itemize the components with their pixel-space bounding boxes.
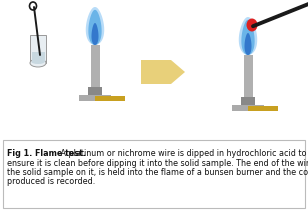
Bar: [79, 95, 111, 101]
Text: produced is recorded.: produced is recorded.: [7, 177, 95, 186]
Polygon shape: [88, 10, 102, 45]
Text: A platinum or nichrome wire is dipped in hydrochloric acid to: A platinum or nichrome wire is dipped in…: [58, 149, 306, 158]
Bar: [248, 105, 278, 110]
Bar: [241, 97, 255, 105]
Polygon shape: [241, 20, 255, 55]
Bar: [95, 96, 125, 101]
Bar: [244, 55, 253, 97]
Ellipse shape: [31, 60, 44, 64]
Text: ensure it is clean before dipping it into the solid sample. The end of the wire : ensure it is clean before dipping it int…: [7, 159, 308, 168]
Ellipse shape: [246, 18, 257, 32]
Ellipse shape: [30, 59, 46, 67]
Polygon shape: [239, 17, 257, 55]
Polygon shape: [91, 23, 99, 45]
Bar: [232, 105, 264, 111]
Bar: [91, 45, 99, 87]
Bar: [31, 52, 44, 62]
Bar: [88, 87, 102, 95]
Text: Fig 1. Flame test.: Fig 1. Flame test.: [7, 149, 86, 158]
Polygon shape: [245, 33, 252, 55]
Polygon shape: [86, 7, 104, 45]
Polygon shape: [141, 60, 185, 84]
Bar: [30, 35, 46, 63]
FancyBboxPatch shape: [3, 140, 305, 208]
Text: the solid sample on it, is held into the flame of a bunsen burner and the color: the solid sample on it, is held into the…: [7, 168, 308, 177]
